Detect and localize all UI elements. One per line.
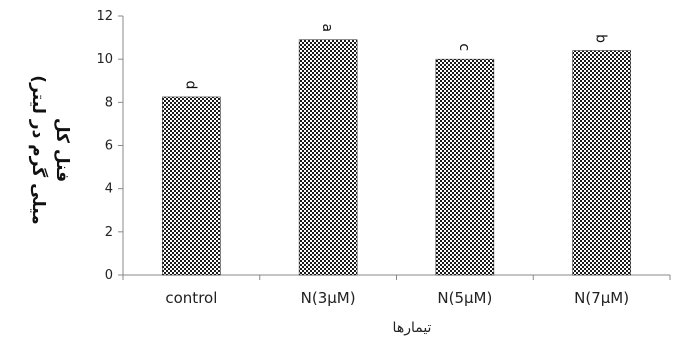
bar-1: [298, 39, 358, 276]
bar-3: [572, 50, 631, 276]
plot-area: 0 2 4 6 8 10 12 control d N(3µM) a N(5µM) c N(7µM) b: [96, 9, 671, 307]
y-axis-title-line-1: فنل کل: [52, 118, 72, 182]
bar-2: [435, 58, 495, 276]
x-axis-title: تیمارها: [393, 320, 432, 336]
y-tick-label-4: 8: [105, 95, 113, 110]
y-axis-title-line-2: (میلی گرم در لیتر: [28, 75, 49, 224]
y-tick-label-0: 0: [105, 268, 113, 283]
bar-0: [162, 96, 221, 276]
x-category-label-2: N(5µM): [437, 289, 492, 307]
y-tick-label-3: 6: [105, 139, 113, 154]
data-label-0: d: [182, 80, 198, 89]
x-category-label-3: N(7µM): [574, 289, 629, 307]
x-category-label-1: N(3µM): [301, 289, 356, 307]
data-label-1: a: [319, 23, 335, 32]
y-tick-label-6: 12: [96, 9, 113, 24]
y-axis-title: فنل کل (میلی گرم در لیتر: [28, 75, 72, 224]
data-label-2: c: [456, 43, 472, 51]
x-category-label-0: control: [165, 289, 217, 307]
y-tick-label-1: 2: [105, 225, 113, 240]
y-tick-label-5: 10: [96, 52, 113, 67]
data-label-3: b: [593, 34, 609, 43]
y-tick-label-2: 4: [105, 182, 113, 197]
